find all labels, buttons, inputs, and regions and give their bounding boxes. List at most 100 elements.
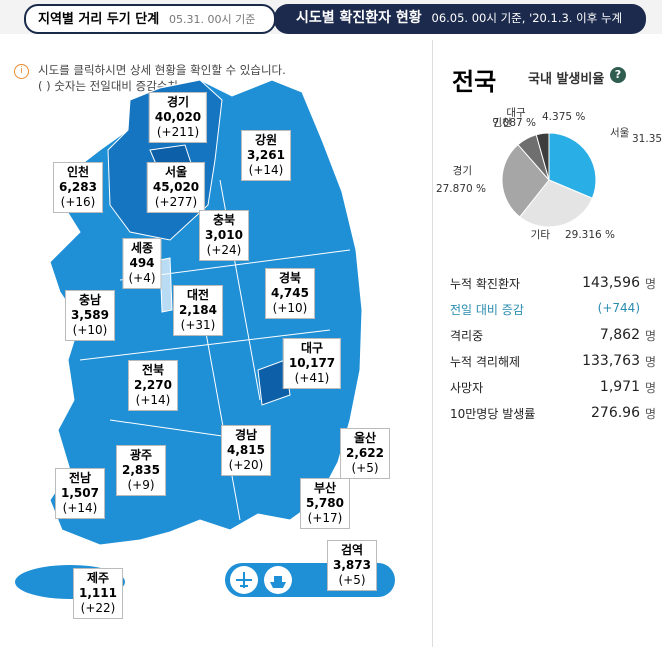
stat-value: 1,971 <box>599 379 640 395</box>
pie-slice <box>548 132 597 199</box>
tab-distancing[interactable]: 지역별 거리 두기 단계 05.31. 00시 기준 <box>24 4 276 34</box>
info-icon: i <box>14 64 29 79</box>
region-change: (+10) <box>272 301 308 315</box>
region-box[interactable]: 부산 5,780 (+17) <box>300 478 350 529</box>
region-change: (+31) <box>180 318 216 332</box>
region-count: 4,815 <box>227 443 265 457</box>
region-name: 대전 <box>186 288 210 302</box>
stat-unit: 명 <box>644 329 656 343</box>
region-name: 부산 <box>313 481 337 495</box>
region-box[interactable]: 경북 4,745 (+10) <box>265 268 315 319</box>
region-count: 3,589 <box>71 308 109 322</box>
region-change: (+17) <box>307 511 343 525</box>
info-line: ( ) 숫자는 전일대비 증감수치 <box>38 79 178 93</box>
tab-date: 06.05. 00시 기준, '20.1.3. 이후 누계 <box>431 11 623 25</box>
region-change: (+4) <box>128 271 156 285</box>
region-count: 5,780 <box>306 496 344 510</box>
region-name: 광주 <box>129 448 153 462</box>
info-line: 시도를 클릭하시면 상세 현황을 확인할 수 있습니다. <box>38 63 286 77</box>
region-name: 강원 <box>254 133 278 147</box>
region-name: 경기 <box>166 95 190 109</box>
region-box[interactable]: 세종 494 (+4) <box>122 238 162 289</box>
pie-slice <box>519 179 593 228</box>
region-box[interactable]: 전남 1,507 (+14) <box>55 468 105 519</box>
region-box[interactable]: 강원 3,261 (+14) <box>241 130 291 181</box>
stat-value: 7,862 <box>599 327 640 343</box>
region-box[interactable]: 충북 3,010 (+24) <box>199 210 249 261</box>
region-box[interactable]: 서울 45,020 (+277) <box>146 162 206 213</box>
ship-glyph <box>270 576 286 588</box>
region-box[interactable]: 충남 3,589 (+10) <box>65 290 115 341</box>
stat-row: 사망자 1,971 명 <box>450 379 656 399</box>
region-change: (+16) <box>60 195 96 209</box>
region-count: 2,835 <box>122 463 160 477</box>
region-count: 6,283 <box>59 180 97 194</box>
region-count: 494 <box>129 256 155 270</box>
region-box[interactable]: 대구 10,177 (+41) <box>282 338 342 389</box>
panel-title: 전국 <box>452 68 497 96</box>
help-icon[interactable]: ? <box>610 67 626 83</box>
region-change: (+22) <box>80 601 116 615</box>
region-name: 제주 <box>86 571 110 585</box>
stat-unit: 명 <box>644 381 656 395</box>
region-box[interactable]: 제주 1,111 (+22) <box>73 568 123 619</box>
region-count: 2,270 <box>134 378 172 392</box>
region-box[interactable]: 경남 4,815 (+20) <box>221 425 271 476</box>
region-count: 3,873 <box>333 558 371 572</box>
slice-label: 29.316 % <box>565 229 615 241</box>
airplane-glyph <box>236 572 252 588</box>
region-count: 3,261 <box>247 148 285 162</box>
slice-label: 31.352 % <box>632 133 662 145</box>
region-box[interactable]: 광주 2,835 (+9) <box>116 445 166 496</box>
slice-name: 인천 <box>492 117 511 129</box>
slice-name: 서울 <box>610 127 630 139</box>
pie-title: 국내 발생비율 <box>528 72 605 87</box>
region-count: 4,745 <box>271 286 309 300</box>
slice-name: 기타 <box>531 229 551 241</box>
pie-slice <box>501 143 550 218</box>
tab-cases[interactable]: 시도별 확진환자 현황 06.05. 00시 기준, '20.1.3. 이후 누… <box>274 4 646 34</box>
pie-slice <box>535 132 550 181</box>
stat-label: 누적 확진환자 <box>450 277 521 291</box>
region-box[interactable]: 전북 2,270 (+14) <box>128 360 178 411</box>
region-name: 대구 <box>300 341 324 355</box>
region-name: 서울 <box>164 165 188 179</box>
region-count: 10,177 <box>288 356 336 370</box>
region-name: 세종 <box>130 241 154 255</box>
slice-label: 4.375 % <box>542 111 585 123</box>
region-change: (+211) <box>156 125 200 139</box>
region-count: 1,507 <box>61 486 99 500</box>
region-change: (+9) <box>127 478 155 492</box>
region-box[interactable]: 검역 3,873 (+5) <box>327 540 377 591</box>
region-change: (+5) <box>338 573 366 587</box>
region-name: 전남 <box>68 471 92 485</box>
region-box[interactable]: 대전 2,184 (+31) <box>173 285 223 336</box>
slice-name: 대구 <box>506 107 526 119</box>
region-name: 전북 <box>141 363 165 377</box>
region-count: 2,184 <box>179 303 217 317</box>
region-box[interactable]: 경기 40,020 (+211) <box>148 92 208 143</box>
slice-label: 27.870 % <box>436 183 486 195</box>
region-change: (+41) <box>294 371 330 385</box>
info-text: 시도를 클릭하시면 상세 현황을 확인할 수 있습니다. ( ) 숫자는 전일대… <box>38 62 286 94</box>
stat-row: 10만명당 발생률 276.96 명 <box>450 405 656 425</box>
region-name: 경남 <box>234 428 258 442</box>
stat-unit: 명 <box>644 407 656 421</box>
region-change: (+10) <box>72 323 108 337</box>
region-box[interactable]: 울산 2,622 (+5) <box>340 428 390 479</box>
region-name: 충남 <box>78 293 102 307</box>
stat-row: 누적 격리해제 133,763 명 <box>450 353 656 373</box>
stat-value: 276.96 <box>591 405 640 421</box>
stat-value: (+744) <box>597 301 640 315</box>
stat-row: 누적 확진환자 143,596 명 <box>450 275 656 295</box>
stat-label: 전일 대비 증감 <box>450 303 524 317</box>
region-name: 검역 <box>340 543 364 557</box>
tab-title: 시도별 확진환자 현황 <box>296 10 422 26</box>
region-change: (+20) <box>228 458 264 472</box>
region-count: 3,010 <box>205 228 243 242</box>
region-change: (+14) <box>62 501 98 515</box>
slice-name: 경기 <box>453 164 472 177</box>
region-box[interactable]: 인천 6,283 (+16) <box>53 162 103 213</box>
